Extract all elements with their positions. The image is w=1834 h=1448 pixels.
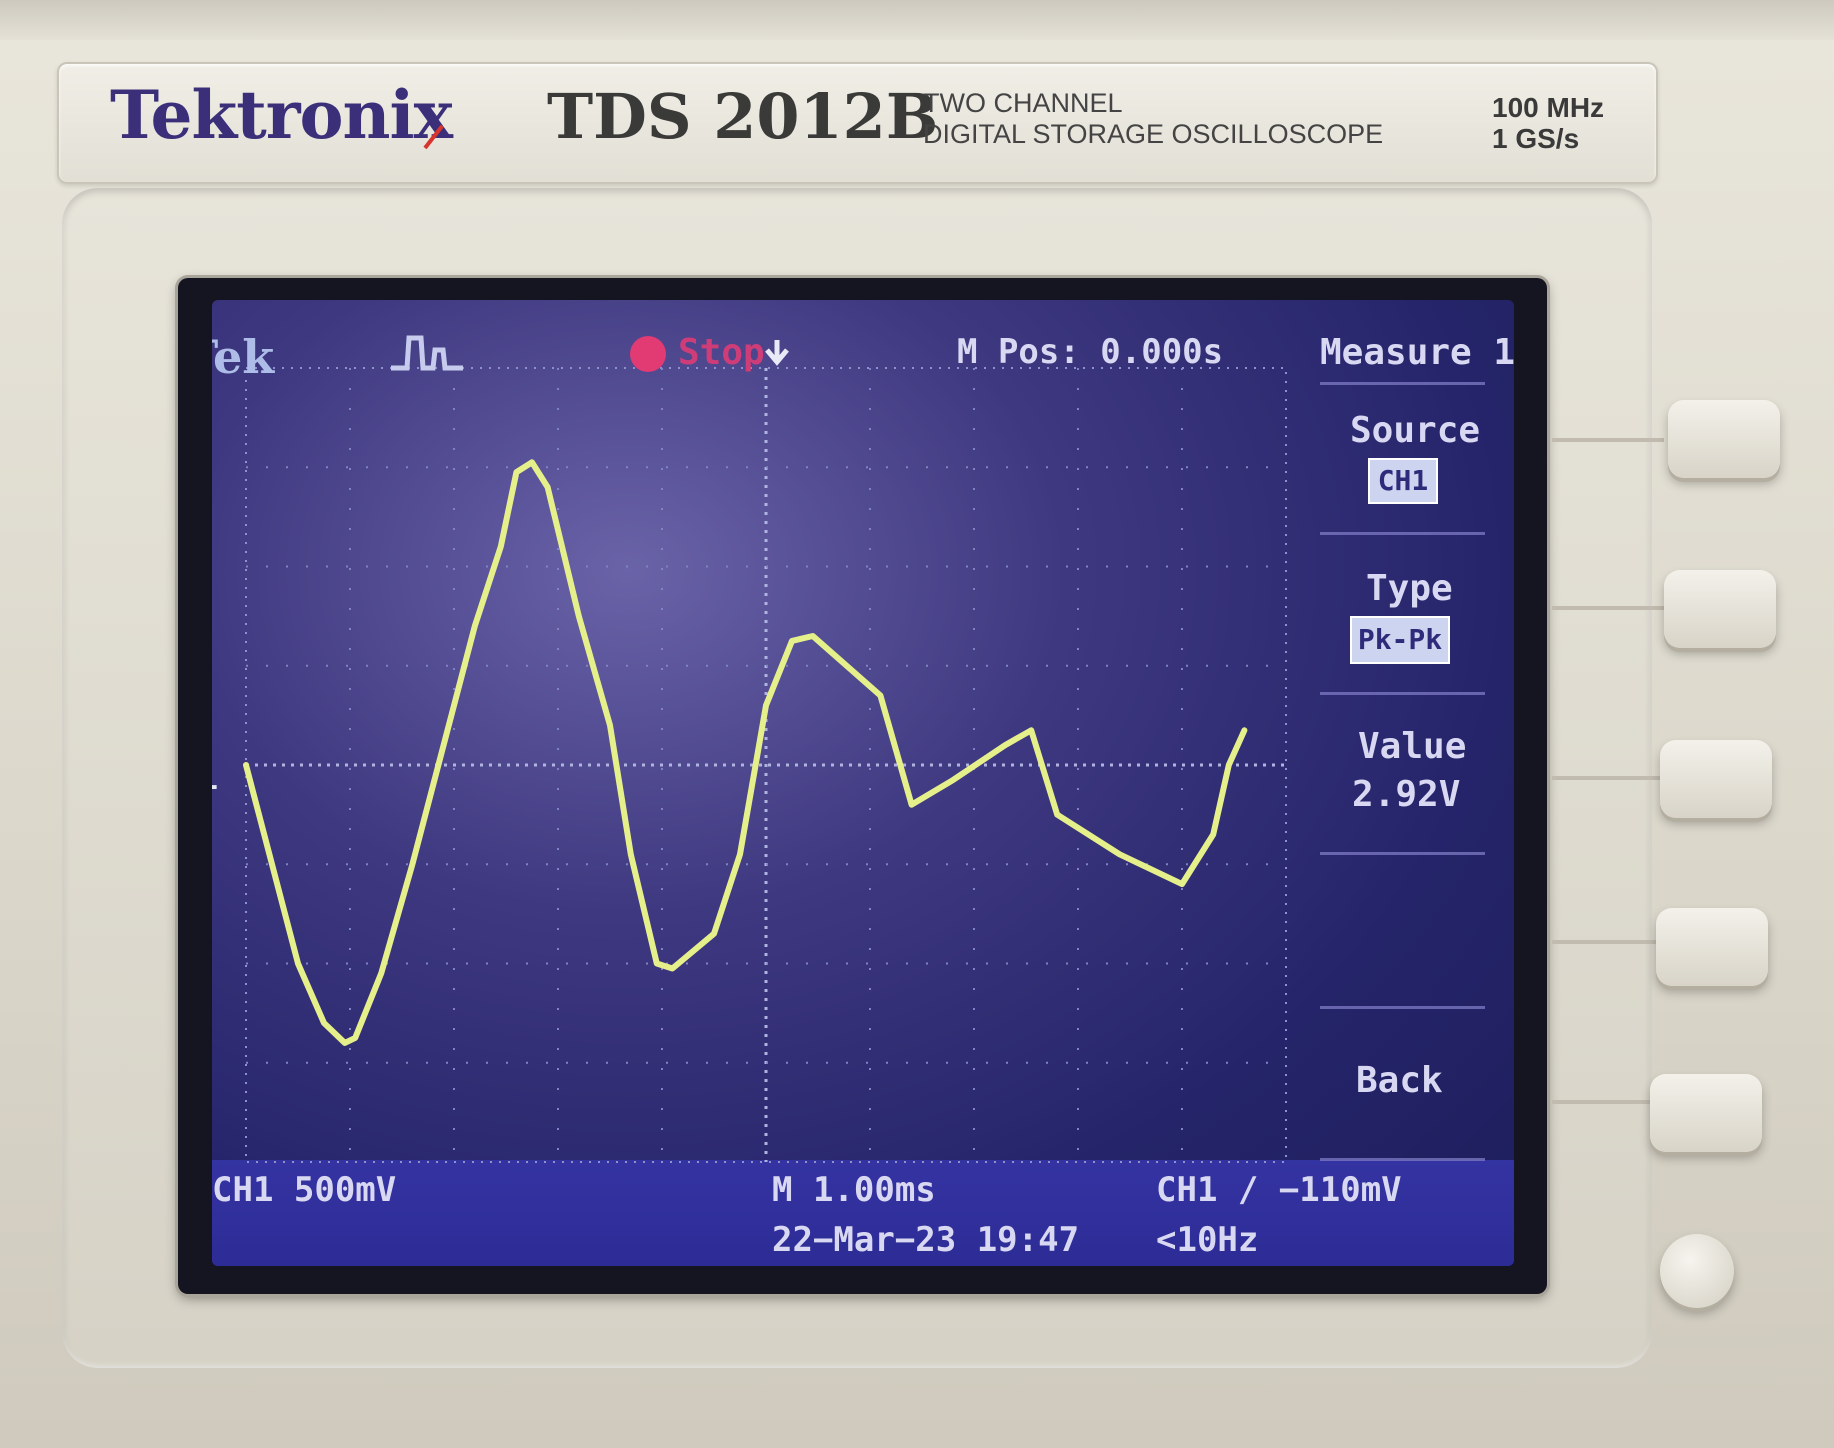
button-ledge — [1552, 1100, 1664, 1104]
type-value: Pk-Pk — [1350, 616, 1450, 664]
description-line1: TWO CHANNEL — [923, 88, 1123, 118]
value-label: Value — [1358, 726, 1467, 767]
menu-title: Measure 1 — [1320, 332, 1514, 373]
stop-indicator-icon — [630, 336, 666, 372]
menu-separator — [1320, 1006, 1485, 1009]
acquisition-state: Stop — [678, 332, 765, 373]
trigger-pulse-icon — [391, 335, 463, 371]
brand-plate — [57, 62, 1658, 184]
ch1-waveform-trace — [243, 459, 1248, 1046]
sample-rate-spec: 1 GS/s — [1492, 123, 1580, 154]
button-ledge — [1552, 940, 1664, 944]
button-ledge — [1552, 438, 1664, 442]
tektronix-logo: Tektronix — [110, 76, 453, 154]
ch1-scale-readout: CH1 500mV — [212, 1170, 397, 1210]
model-number: TDS 2012B — [547, 80, 939, 153]
menu-separator — [1320, 852, 1485, 855]
trigger-readout: CH1 ∕ −110mV — [1156, 1170, 1402, 1210]
graticule-grid — [245, 367, 1287, 1163]
source-label: Source — [1350, 410, 1481, 451]
menu-button-2-type[interactable] — [1664, 570, 1776, 648]
device-specs: 100 MHz 1 GS/s — [1492, 92, 1604, 154]
menu-button-4[interactable] — [1656, 908, 1768, 986]
menu-separator — [1320, 1158, 1485, 1161]
graticule-and-trace — [243, 340, 1287, 1163]
source-value: CH1 — [1368, 458, 1438, 504]
oscilloscope-screen: Tek Stop M Pos: 0.000s Measure 1 Source … — [212, 300, 1514, 1266]
main-position-readout: M Pos: 0.000s — [957, 332, 1224, 372]
menu-separator — [1320, 692, 1485, 695]
menu-button-1-source[interactable] — [1668, 400, 1780, 478]
menu-separator — [1320, 382, 1485, 385]
frequency-readout: <10Hz — [1156, 1220, 1259, 1260]
status-footer-band — [212, 1160, 1514, 1266]
back-label: Back — [1356, 1060, 1443, 1101]
menu-button-3-value[interactable] — [1660, 740, 1772, 818]
button-ledge — [1552, 776, 1664, 780]
button-ledge — [1552, 606, 1664, 610]
menu-separator — [1320, 532, 1485, 535]
menu-off-button[interactable] — [1660, 1234, 1734, 1308]
device-description: TWO CHANNEL DIGITAL STORAGE OSCILLOSCOPE — [923, 88, 1383, 150]
bench-top-strip — [0, 0, 1834, 40]
measured-value: 2.92V — [1352, 774, 1461, 815]
description-line2: DIGITAL STORAGE OSCILLOSCOPE — [923, 119, 1384, 149]
type-label: Type — [1366, 568, 1453, 609]
menu-button-5-back[interactable] — [1650, 1074, 1762, 1152]
ch1-ground-marker: 1 — [212, 762, 218, 797]
tek-label: Tek — [212, 330, 275, 384]
bandwidth-spec: 100 MHz — [1492, 92, 1605, 123]
trigger-position-marker — [765, 340, 789, 366]
date-time-readout: 22−Mar−23 19:47 — [772, 1220, 1080, 1260]
timebase-readout: M 1.00ms — [772, 1170, 936, 1210]
